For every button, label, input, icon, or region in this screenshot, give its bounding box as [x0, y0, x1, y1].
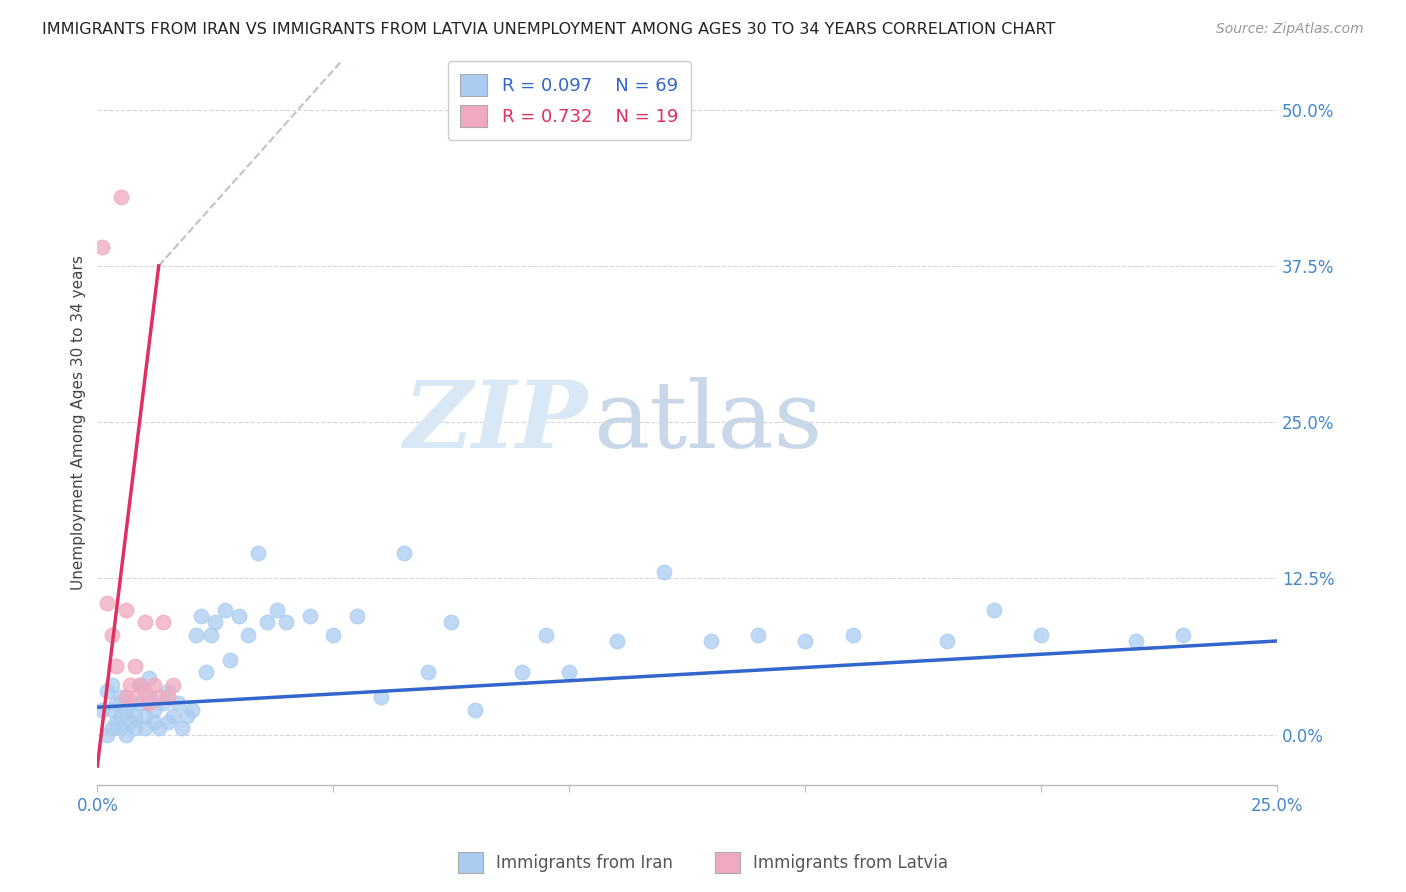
Text: Source: ZipAtlas.com: Source: ZipAtlas.com [1216, 22, 1364, 37]
Point [228, 609, 250, 624]
Point [124, 722, 146, 736]
Point [152, 615, 174, 630]
Point [298, 609, 321, 624]
Point [100, 678, 122, 692]
Point [91, 703, 114, 717]
Point [794, 634, 817, 648]
Point [1031, 628, 1053, 642]
Legend: Immigrants from Iran, Immigrants from Latvia: Immigrants from Iran, Immigrants from La… [451, 846, 955, 880]
Point [392, 546, 415, 560]
Point [200, 628, 222, 642]
Point [246, 546, 269, 560]
Point [534, 628, 557, 642]
Point [143, 678, 166, 692]
Point [120, 715, 142, 730]
Point [204, 615, 226, 630]
Point [256, 615, 278, 630]
Point [114, 690, 136, 705]
Point [124, 690, 146, 705]
Point [96, 728, 118, 742]
Point [162, 678, 184, 692]
Point [110, 709, 132, 723]
Point [105, 659, 128, 673]
Point [100, 722, 122, 736]
Point [176, 709, 198, 723]
Point [138, 690, 160, 705]
Point [190, 609, 212, 624]
Point [128, 678, 150, 692]
Point [134, 709, 156, 723]
Point [440, 615, 463, 630]
Point [841, 628, 863, 642]
Point [100, 628, 122, 642]
Point [700, 634, 723, 648]
Point [346, 609, 368, 624]
Point [148, 722, 170, 736]
Point [110, 722, 132, 736]
Point [120, 678, 142, 692]
Point [218, 653, 240, 667]
Point [747, 628, 769, 642]
Point [605, 634, 627, 648]
Point [105, 715, 128, 730]
Point [1171, 628, 1194, 642]
Point [1125, 634, 1147, 648]
Point [266, 603, 288, 617]
Point [162, 709, 184, 723]
Legend: R = 0.097    N = 69, R = 0.732    N = 19: R = 0.097 N = 69, R = 0.732 N = 19 [447, 62, 690, 140]
Point [172, 722, 194, 736]
Point [983, 603, 1005, 617]
Point [114, 703, 136, 717]
Point [935, 634, 957, 648]
Point [138, 697, 160, 711]
Point [186, 628, 208, 642]
Point [148, 690, 170, 705]
Text: IMMIGRANTS FROM IRAN VS IMMIGRANTS FROM LATVIA UNEMPLOYMENT AMONG AGES 30 TO 34 : IMMIGRANTS FROM IRAN VS IMMIGRANTS FROM … [42, 22, 1056, 37]
Point [134, 684, 156, 698]
Text: atlas: atlas [593, 377, 823, 467]
Point [238, 628, 260, 642]
Point [124, 659, 146, 673]
Point [128, 678, 150, 692]
Point [128, 697, 150, 711]
Point [134, 615, 156, 630]
Point [143, 703, 166, 717]
Point [138, 672, 160, 686]
Point [157, 690, 180, 705]
Point [558, 665, 581, 680]
Point [110, 690, 132, 705]
Y-axis label: Unemployment Among Ages 30 to 34 years: Unemployment Among Ages 30 to 34 years [72, 255, 86, 590]
Point [152, 697, 174, 711]
Point [652, 565, 675, 579]
Text: ZIP: ZIP [402, 377, 588, 467]
Point [214, 603, 236, 617]
Point [110, 190, 132, 204]
Point [510, 665, 533, 680]
Point [91, 240, 114, 254]
Point [464, 703, 486, 717]
Point [370, 690, 392, 705]
Point [416, 665, 439, 680]
Point [100, 703, 122, 717]
Point [134, 722, 156, 736]
Point [194, 665, 217, 680]
Point [114, 603, 136, 617]
Point [166, 697, 188, 711]
Point [96, 684, 118, 698]
Point [180, 703, 202, 717]
Point [157, 684, 180, 698]
Point [124, 709, 146, 723]
Point [114, 728, 136, 742]
Point [322, 628, 344, 642]
Point [105, 697, 128, 711]
Point [96, 597, 118, 611]
Point [276, 615, 298, 630]
Point [120, 697, 142, 711]
Point [157, 715, 180, 730]
Point [143, 715, 166, 730]
